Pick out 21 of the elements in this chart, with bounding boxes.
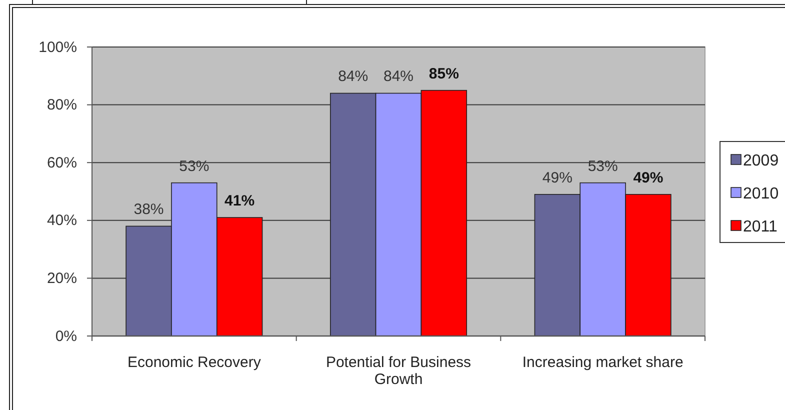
y-tick-label: 80% [46, 96, 77, 114]
x-tick-label: Increasing market share [522, 354, 684, 371]
data-label: 53% [179, 158, 210, 175]
data-label: 85% [428, 65, 459, 82]
legend-label: 2010 [743, 185, 779, 202]
data-label: 41% [224, 192, 255, 210]
data-label: 84% [383, 68, 414, 86]
y-tick-label: 0% [55, 328, 77, 345]
data-label: 49% [633, 169, 664, 186]
y-tick-label: 20% [46, 270, 77, 287]
data-label: 84% [338, 68, 368, 86]
legend-label: 2009 [743, 152, 779, 170]
x-tick-label: Economic Recovery [127, 354, 262, 371]
y-tick-label: 100% [38, 38, 77, 56]
y-tick-label: 60% [46, 154, 77, 172]
data-label: 53% [588, 158, 618, 175]
data-label: 38% [134, 201, 164, 218]
legend-label: 2011 [743, 218, 778, 236]
x-tick-label: Potential for Business Growth [326, 354, 472, 388]
data-label: 49% [542, 169, 572, 186]
y-tick-label: 40% [46, 212, 77, 230]
